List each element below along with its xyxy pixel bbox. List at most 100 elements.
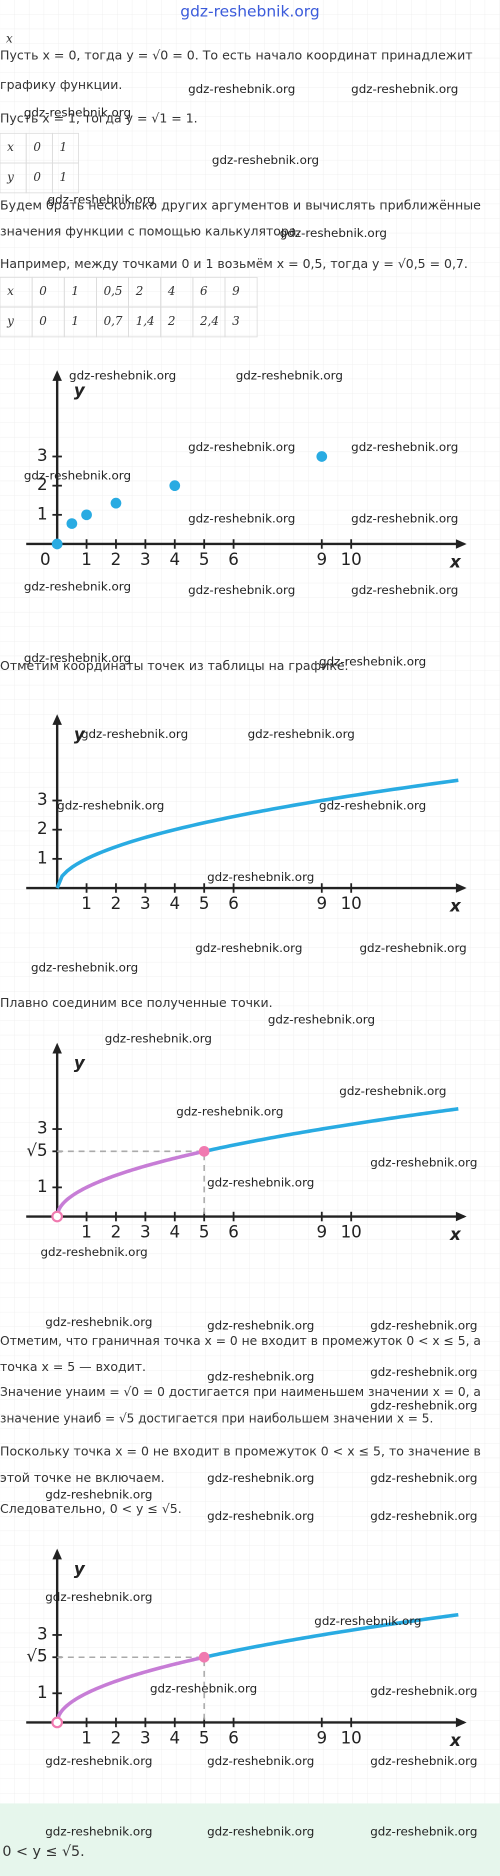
y-axis-label: y [74,725,86,744]
watermark: gdz-reshebnik.org [45,1488,152,1502]
y-tick-label: 3 [37,790,48,809]
x-tick-label: 1 [81,894,92,913]
open-point [51,1210,63,1223]
watermark: gdz-reshebnik.org [24,651,131,665]
watermark: gdz-reshebnik.org [45,1315,152,1329]
watermark: gdz-reshebnik.org [339,1084,446,1098]
watermark: gdz-reshebnik.org [40,1245,147,1259]
x-tick-label: 5 [199,894,210,913]
x-tick-label: 2 [111,1223,122,1242]
table-text: y [6,314,14,328]
y-tick-label: 1 [37,848,48,867]
paragraph: Отметим, что граничная точка x = 0 не вх… [0,1333,481,1348]
watermark: gdz-reshebnik.org [207,1319,314,1333]
watermark: gdz-reshebnik.org [370,1824,477,1838]
watermark: gdz-reshebnik.org [319,654,426,668]
y-tick-label: 3 [37,446,48,465]
paragraph: Пусть x = 1, тогда y = √1 = 1. [0,111,198,126]
x-axis-label: x [449,1731,462,1750]
x-tick-label: 6 [228,550,239,569]
x-axis-label: x [449,1225,462,1244]
answer-box [0,1803,500,1876]
paragraph: Отметим координаты точек из таблицы на г… [0,658,349,673]
watermark: gdz-reshebnik.org [45,1590,152,1604]
y-axis-label: y [74,1560,86,1579]
data-point [66,518,78,529]
site-header: gdz-reshebnik.org [180,2,319,20]
watermark: gdz-reshebnik.org [370,1319,477,1333]
table-text: 2 [167,314,176,328]
x-tick-label: 5 [199,1223,210,1242]
watermark: gdz-reshebnik.org [351,511,458,525]
watermark: gdz-reshebnik.org [188,440,295,454]
watermark: gdz-reshebnik.org [188,511,295,525]
x-tick-label: 4 [169,1729,180,1748]
watermark: gdz-reshebnik.org [370,1398,477,1412]
table-text: 2 [135,284,144,298]
watermark: gdz-reshebnik.org [24,106,131,120]
watermark: gdz-reshebnik.org [370,1365,477,1379]
watermark: gdz-reshebnik.org [351,82,458,96]
x-tick-label: 10 [341,550,362,569]
paragraph: значения функции с помощью калькулятора. [0,224,300,239]
x-arrow [455,1211,467,1222]
x-tick-label: 2 [111,1729,122,1748]
watermark: gdz-reshebnik.org [207,1824,314,1838]
x-tick-label: 2 [111,550,122,569]
intro-variable: x [6,31,13,45]
watermark: gdz-reshebnik.org [351,583,458,597]
watermark: gdz-reshebnik.org [207,1370,314,1384]
paragraph: Пусть x = 0, тогда y = √0 = 0. То есть н… [0,47,473,62]
function-curve [55,1655,205,1723]
x-axis-label: x [449,553,462,572]
x-arrow [455,539,467,549]
watermark: gdz-reshebnik.org [188,583,295,597]
table-text: x [7,284,14,298]
x-tick-label: 1 [81,550,92,569]
y-tick-label: 3 [37,1119,48,1138]
data-point [81,509,92,521]
x-tick-label: 3 [140,550,151,569]
paragraph: графику функции. [0,77,122,92]
watermark: gdz-reshebnik.org [195,941,302,955]
watermark: gdz-reshebnik.org [105,1032,212,1046]
watermark: gdz-reshebnik.org [207,1509,314,1523]
endpoint [198,1145,210,1157]
x-tick-label: 4 [169,1223,180,1242]
y-tick-label: √5 [26,1141,47,1160]
y-tick-label: √5 [26,1647,47,1666]
x-tick-label: 3 [140,894,151,913]
x-tick-label: 10 [341,1729,362,1748]
table-text: 0 [39,314,47,328]
watermark: gdz-reshebnik.org [48,192,155,206]
data-point [316,451,328,462]
watermark: gdz-reshebnik.org [207,1471,314,1485]
watermark: gdz-reshebnik.org [268,1013,375,1027]
paragraph: Будем брать несколько других аргументов … [0,197,481,212]
y-axis-label: y [74,381,86,400]
watermark: gdz-reshebnik.org [212,153,319,167]
watermark: gdz-reshebnik.org [319,798,426,812]
paragraph: Плавно соединим все полученные точки. [0,995,273,1010]
table-text: 6 [200,284,208,298]
table-text: 4 [167,284,176,298]
watermark: gdz-reshebnik.org [280,226,387,240]
watermark: gdz-reshebnik.org [24,469,131,483]
data-point [51,538,63,550]
function-curve [203,1107,459,1154]
y-arrow [52,1548,62,1560]
table-text: 1 [71,314,79,328]
table-cell [224,306,258,338]
watermark: gdz-reshebnik.org [370,1684,477,1698]
x-tick-label: 10 [341,894,362,913]
x-arrow [455,1717,467,1728]
table-text: x [7,140,14,154]
watermark: gdz-reshebnik.org [57,798,164,812]
data-point [169,480,181,492]
watermark: gdz-reshebnik.org [207,1176,314,1190]
y-tick-label: 1 [37,1683,48,1702]
x-tick-label: 4 [169,894,180,913]
x-tick-label: 6 [228,1223,239,1242]
